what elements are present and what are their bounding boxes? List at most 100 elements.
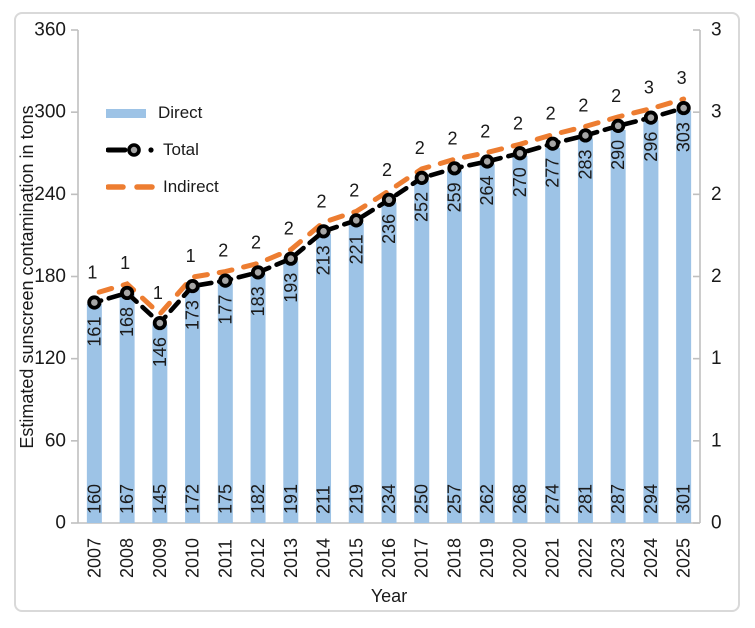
- total-value-label: 296: [641, 132, 661, 162]
- total-value-label: 290: [608, 140, 628, 170]
- bar-value-label: 160: [84, 484, 104, 514]
- indirect-line: [91, 96, 687, 318]
- right-tick-label: 2: [711, 184, 722, 205]
- bar-value-label: 281: [575, 484, 595, 514]
- legend-item-direct: Direct: [106, 101, 219, 125]
- x-tick-label: 2009: [150, 538, 170, 578]
- total-marker: [512, 146, 528, 161]
- bar-value-label: 287: [608, 484, 628, 514]
- bar-value-label: 182: [248, 484, 268, 514]
- x-tick-label: 2017: [412, 538, 432, 578]
- legend-item-total: Total: [106, 138, 219, 162]
- y-axis-title: Estimated sunscreen contamination in ton…: [17, 105, 37, 448]
- total-marker: [381, 192, 397, 207]
- legend: Direct Total Indirect: [106, 101, 219, 199]
- total-marker: [414, 170, 429, 185]
- total-marker: [447, 161, 462, 176]
- indirect-value-label: 2: [513, 113, 523, 133]
- total-marker: [185, 278, 200, 294]
- total-value-label: 161: [84, 317, 104, 347]
- x-tick-label: 2010: [183, 538, 203, 578]
- bar: [512, 155, 528, 523]
- total-value-label: 168: [117, 307, 137, 337]
- x-tick-label: 2018: [444, 538, 464, 578]
- bar: [348, 223, 364, 523]
- bar: [577, 138, 593, 524]
- total-value-label: 277: [543, 158, 563, 188]
- bar: [283, 261, 299, 523]
- bar: [381, 202, 397, 524]
- x-tick-label: 2015: [346, 538, 366, 578]
- bar-value-label: 274: [543, 484, 563, 514]
- total-marker: [643, 110, 658, 125]
- total-value-label: 264: [477, 175, 497, 205]
- total-value-label: 183: [248, 286, 268, 316]
- bar-value-label: 175: [215, 484, 235, 514]
- left-tick-label: 240: [34, 184, 66, 205]
- right-tick-label: 3: [711, 20, 722, 41]
- total-marker: [545, 136, 560, 151]
- total-marker: [283, 251, 298, 266]
- total-marker: [316, 224, 331, 239]
- bar-value-label: 167: [117, 484, 137, 514]
- indirect-value-label: 2: [284, 219, 294, 239]
- bar-value-label: 234: [379, 484, 399, 514]
- total-value-label: 283: [575, 149, 595, 179]
- indirect-value-label: 1: [87, 263, 97, 283]
- left-tick-label: 0: [55, 513, 66, 534]
- indirect-value-label: 2: [218, 241, 228, 261]
- total-value-label: 146: [150, 337, 170, 367]
- legend-item-indirect: Indirect: [106, 175, 219, 199]
- x-labels-group: 2007 2008 2009 2010 2011 2012 2013 2014 2015 2016…: [84, 538, 693, 578]
- bar-value-label: 301: [674, 484, 694, 514]
- x-axis-title: Year: [371, 586, 407, 606]
- indirect-value-label: 2: [251, 232, 261, 252]
- indirect-value-label: 1: [120, 253, 130, 273]
- total-value-label: 259: [444, 182, 464, 212]
- total-marker: [578, 128, 593, 143]
- x-tick-label: 2023: [608, 538, 628, 578]
- x-tick-label: 2019: [477, 538, 497, 578]
- total-marker: [218, 273, 233, 288]
- bar: [86, 303, 102, 523]
- left-tick-label: 180: [34, 266, 66, 287]
- indirect-value-label: 2: [447, 128, 457, 148]
- x-tick-label: 2012: [248, 538, 268, 578]
- bar-value-label: 250: [412, 484, 432, 514]
- bar: [446, 171, 462, 523]
- x-tick-label: 2021: [543, 538, 563, 578]
- bars-group: [86, 110, 692, 524]
- x-tick-label: 2024: [641, 538, 661, 578]
- bar: [610, 129, 626, 523]
- bar-value-label: 268: [510, 484, 530, 514]
- axes-group: 0 60 120 180 240 300 360 0 1 1 2 2 3 3: [34, 20, 721, 534]
- indirect-value-label: 2: [578, 95, 588, 115]
- indirect-value-label: 2: [546, 104, 556, 124]
- indirect-value-label: 2: [317, 191, 327, 211]
- x-tick-label: 2022: [575, 538, 595, 578]
- bar: [217, 283, 233, 523]
- indirect-value-label: 2: [480, 121, 490, 141]
- legend-label-indirect: Indirect: [163, 177, 219, 196]
- bar-value-label: 211: [314, 485, 334, 514]
- left-tick-label: 360: [34, 20, 66, 41]
- indirect-value-label: 1: [153, 283, 163, 303]
- indirect-value-label: 2: [349, 180, 359, 200]
- bar-value-label: 219: [346, 484, 366, 514]
- left-tick-label: 60: [45, 430, 66, 451]
- bar-value-label: 172: [183, 484, 203, 514]
- bar-value-label: 262: [477, 484, 497, 514]
- bar: [479, 164, 495, 523]
- x-tick-label: 2013: [281, 538, 301, 578]
- bar-value-label: 257: [444, 484, 464, 514]
- indirect-value-label: 2: [382, 160, 392, 180]
- total-value-label: 193: [281, 273, 301, 303]
- bar: [643, 120, 659, 523]
- indirect-value-label: 3: [644, 78, 654, 98]
- right-tick-label: 3: [711, 102, 722, 123]
- bar: [676, 110, 692, 523]
- total-value-label: 221: [346, 234, 366, 264]
- total-value-label: 270: [510, 167, 530, 197]
